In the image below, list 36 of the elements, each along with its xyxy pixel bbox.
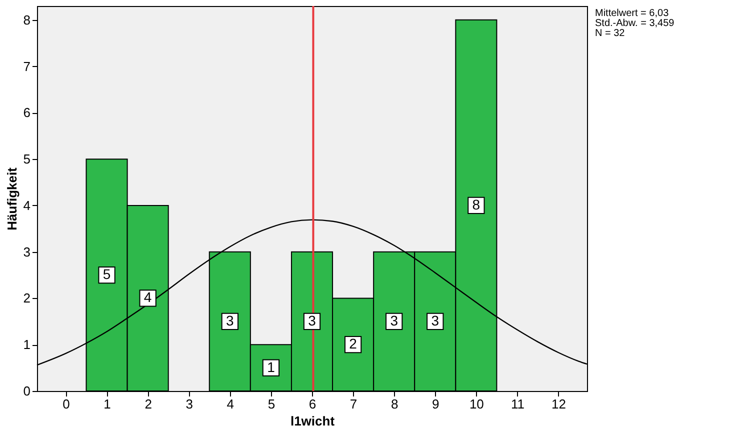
data-label: 1 <box>267 358 276 375</box>
data-label: 2 <box>349 336 358 352</box>
y-tick-label: 4 <box>23 198 30 213</box>
x-tick-label: 4 <box>226 396 234 412</box>
x-tick-label: 9 <box>432 396 440 412</box>
x-tick-label: 7 <box>350 396 358 412</box>
y-tick-label: 8 <box>23 12 30 28</box>
y-axis-title: Häufigkeit <box>4 166 20 230</box>
y-tick-label: 1 <box>23 337 30 352</box>
x-tick-label: 8 <box>390 396 398 412</box>
data-label: 3 <box>431 312 440 328</box>
x-tick-label: 2 <box>144 396 152 412</box>
x-tick-label: 11 <box>510 396 524 412</box>
y-tick-label: 3 <box>23 244 30 260</box>
text: Std.-Abw. = 3,459 <box>595 18 675 29</box>
y-tick-label: 7 <box>23 58 30 74</box>
x-tick-label: 6 <box>308 396 316 412</box>
data-label: 3 <box>308 312 316 328</box>
x-tick-label: 5 <box>268 396 276 412</box>
y-tick-label: 5 <box>23 152 30 167</box>
data-label: 3 <box>226 312 234 328</box>
x-tick-label: 0 <box>62 396 70 412</box>
y-tick-label: 2 <box>23 290 30 306</box>
x-tick-label: 3 <box>186 396 193 412</box>
data-label: 4 <box>144 289 152 306</box>
x-tick-label: 10 <box>469 396 484 412</box>
text: N = 32 <box>595 28 626 39</box>
y-tick-label: 6 <box>23 105 30 120</box>
data-label: 5 <box>102 266 111 282</box>
x-axis-title: l1wicht <box>290 414 336 428</box>
y-tick-label: 0 <box>23 384 30 398</box>
x-tick-label: 12 <box>552 396 566 412</box>
data-label: 3 <box>390 312 398 328</box>
text: Mittelwert = 6,03 <box>595 8 670 19</box>
data-label: 8 <box>472 196 480 212</box>
x-tick-label: 1 <box>104 396 111 412</box>
